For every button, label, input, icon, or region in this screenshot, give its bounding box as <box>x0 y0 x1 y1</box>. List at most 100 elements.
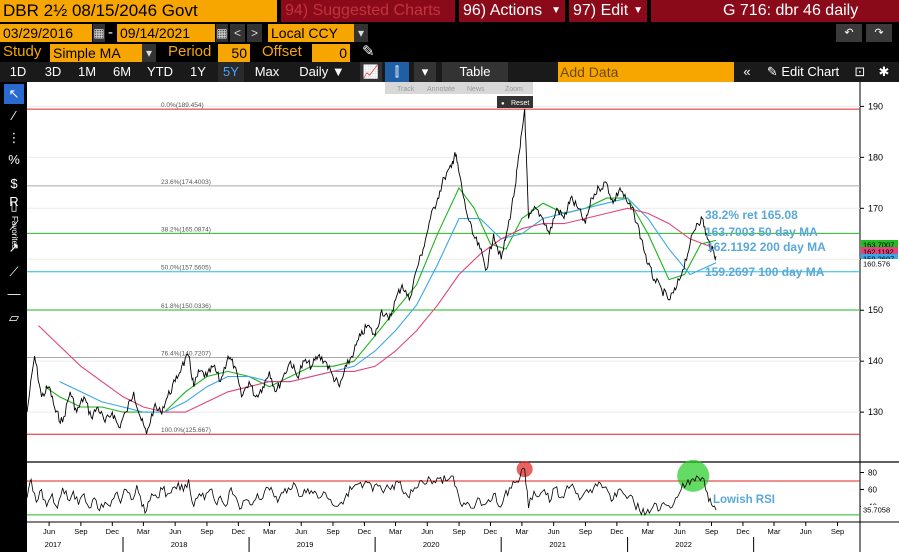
x-tick-label: Jun <box>295 527 307 536</box>
reset-button-bg <box>497 96 533 108</box>
last-value-tag: 160.576 <box>863 260 890 269</box>
trend-tool-icon[interactable]: $ <box>10 176 18 191</box>
last-value-tag: 163.7007 <box>863 241 894 250</box>
x-tick-label: Sep <box>74 527 87 536</box>
rsi-y-tick-label: 60 <box>868 485 877 494</box>
polyline-tool-icon[interactable]: ⟋ <box>9 264 19 279</box>
suggested-charts-button[interactable]: 94) Suggested Charts <box>281 0 455 22</box>
draw-line-icon[interactable]: ∕ <box>12 108 16 123</box>
redo-icon[interactable]: ↷ <box>866 24 892 42</box>
prev-range-icon[interactable]: < <box>230 24 245 42</box>
bar-chart-icon[interactable]: ⫿ <box>385 62 409 82</box>
study-select[interactable]: Simple MA <box>50 44 142 62</box>
timeframe-max[interactable]: Max <box>254 64 280 79</box>
reset-button: Reset <box>511 100 529 107</box>
timeframe-5y[interactable]: 5Y <box>218 62 244 82</box>
timeframe-3d[interactable]: 3D <box>44 64 62 79</box>
timeframe-1y[interactable]: 1Y <box>190 64 206 79</box>
rsi-last-tag-bg <box>861 505 898 515</box>
x-tick-label: Jun <box>674 527 686 536</box>
actions-button[interactable]: 96) Actions ▼ <box>459 0 565 22</box>
chevron-down-icon[interactable]: ▾ <box>414 62 436 82</box>
year-label: 2020 <box>423 540 440 549</box>
timeframe-1d[interactable]: 1D <box>9 64 27 79</box>
mini-toolbar-news: News <box>467 86 485 93</box>
edit-chart-button[interactable]: ✎ Edit Chart <box>766 64 840 79</box>
fib-label: 76.4%(140.7207) <box>161 351 211 358</box>
caret-down-icon: ▼ <box>633 5 643 16</box>
x-tick-label: Mar <box>389 527 402 536</box>
eraser-icon[interactable]: ▱ <box>9 310 19 325</box>
end-date-field[interactable]: 09/14/2021 <box>117 24 215 42</box>
next-range-icon[interactable]: > <box>247 24 262 42</box>
x-tick-label: Sep <box>200 527 213 536</box>
rsi-y-tick-label: 80 <box>868 468 877 477</box>
year-label: 2019 <box>297 540 314 549</box>
channel-tool-icon[interactable]: ▯ <box>10 198 18 213</box>
x-tick-label: Sep <box>326 527 339 536</box>
controls-bar: 03/29/2016 ▦ - 09/14/2021 ▦ < > Local CC… <box>0 23 899 43</box>
chart-area[interactable]: 0.0%(189.454) 23.6%(174.4003) 38.2%(165.08… <box>26 82 899 552</box>
highlight-circle <box>677 459 710 492</box>
chart-settings-icon[interactable]: ⊡ <box>854 64 866 79</box>
arrow-tool-icon[interactable]: ↗ <box>8 240 20 255</box>
fib-label: 50.0%(157.5605) <box>161 265 211 272</box>
offset-input[interactable]: 0 <box>312 44 350 62</box>
percent-tool-icon[interactable]: % <box>8 152 20 167</box>
currency-select[interactable]: Local CCY <box>268 24 354 42</box>
chevron-down-icon[interactable]: ▾ <box>354 24 368 42</box>
drawing-tools: ↖ ∕ ⋮ % $ ▯ Favorites R ⟋ ↗ ⟋ — ▱ <box>0 82 27 552</box>
top-bar: DBR 2½ 08/15/2046 Govt 94) Suggested Cha… <box>0 0 899 22</box>
start-date-field[interactable]: 03/29/2016 <box>0 24 92 42</box>
x-tick-label: Jun <box>548 527 560 536</box>
chevron-down-icon[interactable]: ▾ <box>142 44 156 62</box>
fibonacci-levels: 0.0%(189.454) 23.6%(174.4003) 38.2%(165.08… <box>27 102 860 435</box>
last-value-tag-bg <box>861 259 898 268</box>
study-bar: Study Simple MA ▾ Period 50 Offset 0 ✎ <box>0 43 899 63</box>
fibonacci-icon[interactable]: ⋮ <box>7 130 21 145</box>
x-tick-label: Jun <box>43 527 55 536</box>
add-data-input[interactable]: Add Data <box>558 62 734 82</box>
undo-icon[interactable]: ↶ <box>836 24 862 42</box>
retracement-icon[interactable]: R <box>9 194 19 209</box>
edit-button[interactable]: 97) Edit ▼ <box>569 0 647 22</box>
frequency-select[interactable]: Daily ▼ <box>299 64 345 79</box>
y-tick-label: 170 <box>868 203 883 213</box>
edit-label: 97) Edit <box>573 2 629 19</box>
reset-icon: ● <box>501 101 505 107</box>
x-tick-label: Dec <box>106 527 120 536</box>
gear-icon[interactable]: ✱ <box>878 64 890 79</box>
timeframe-6m[interactable]: 6M <box>112 64 132 79</box>
x-tick-label: Sep <box>705 527 718 536</box>
line-chart-icon[interactable]: 📈 <box>360 62 382 82</box>
x-tick-label: Mar <box>263 527 276 536</box>
period-input[interactable]: 50 <box>218 44 250 62</box>
calendar-icon[interactable]: ▦ <box>216 24 228 42</box>
price-series <box>26 108 717 435</box>
x-tick-label: Sep <box>831 527 844 536</box>
x-axis: Jun Sep Dec Mar Jun Sep Dec Mar Jun Sep Dec Mar Jun S… <box>43 522 844 552</box>
x-tick-label: Sep <box>452 527 465 536</box>
timeframe-ytd[interactable]: YTD <box>147 64 173 79</box>
x-tick-label: Jun <box>800 527 812 536</box>
cursor-icon[interactable]: ↖ <box>4 84 24 104</box>
rsi-note: Lowish RSI <box>713 494 775 506</box>
horizontal-line-icon[interactable]: — <box>7 286 21 301</box>
table-button[interactable]: Table <box>442 62 508 82</box>
y-tick-label: 190 <box>868 101 883 111</box>
timeframe-1m[interactable]: 1M <box>77 64 97 79</box>
y-tick-label: 180 <box>868 152 883 162</box>
security-title[interactable]: DBR 2½ 08/15/2046 Govt <box>0 0 277 22</box>
offset-label: Offset <box>262 43 302 60</box>
rsi-last-tag: 35.7058 <box>863 506 890 515</box>
caret-down-icon: ▼ <box>551 5 561 16</box>
calendar-icon[interactable]: ▦ <box>93 24 105 42</box>
collapse-icon[interactable]: « <box>743 64 751 79</box>
x-tick-label: Mar <box>137 527 150 536</box>
ray-tool-icon[interactable]: ⟋ <box>9 218 19 233</box>
annotations: 38.2% ret 165.08 163.7003 50 day MA162.11… <box>705 208 826 279</box>
pencil-icon[interactable]: ✎ <box>362 43 375 60</box>
favorites-label[interactable]: Favorites <box>10 215 19 249</box>
chart-svg[interactable]: 0.0%(189.454) 23.6%(174.4003) 38.2%(165.08… <box>26 82 899 552</box>
